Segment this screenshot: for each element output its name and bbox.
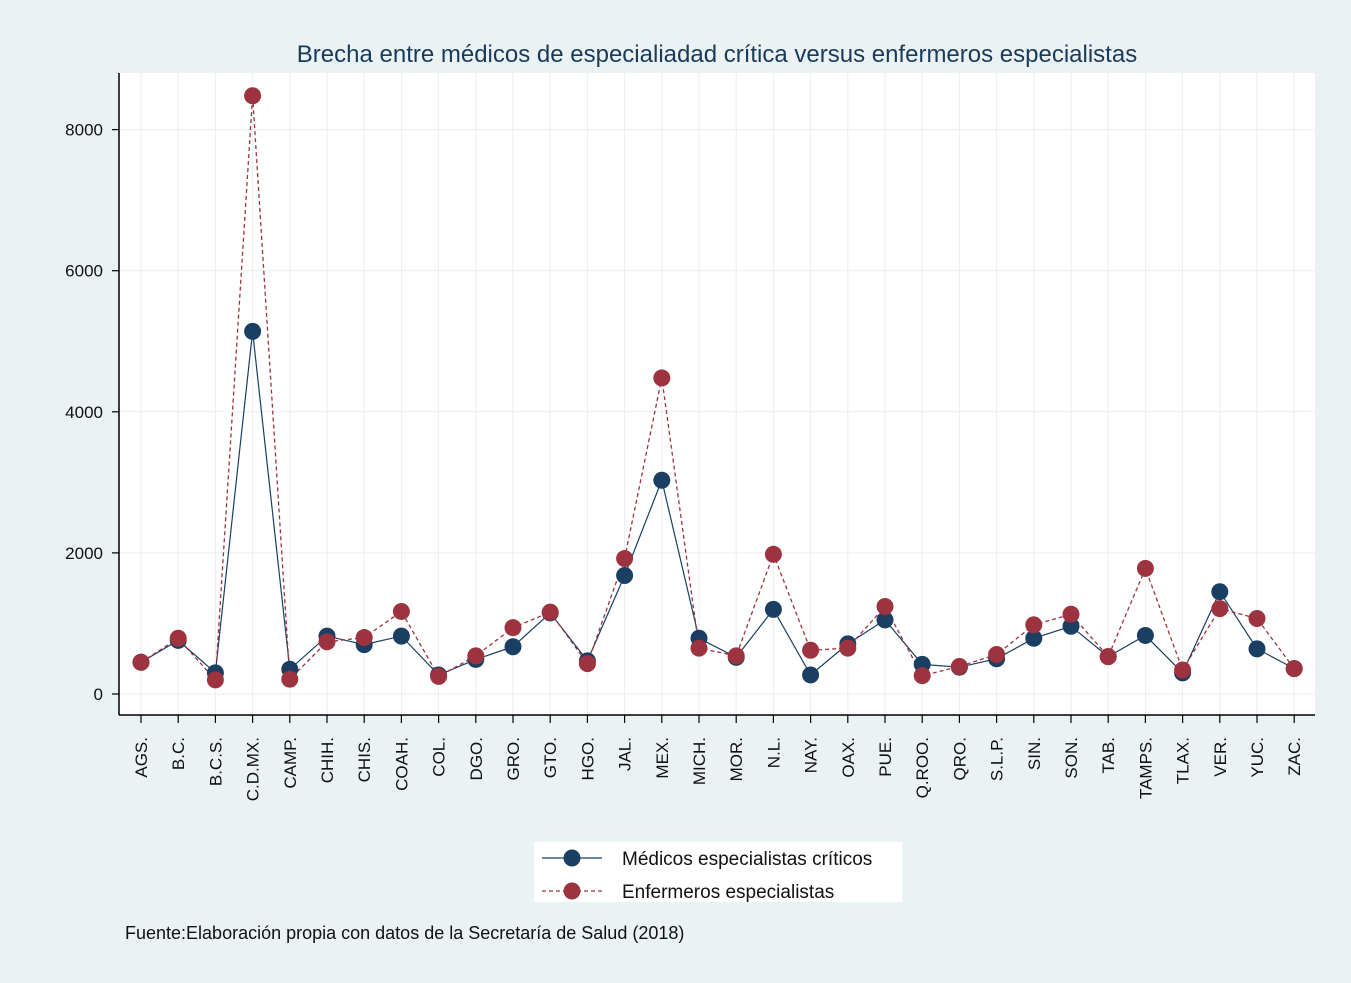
- data-point-1: [1211, 600, 1229, 618]
- x-tick-label: CHIS.: [355, 737, 374, 782]
- series-layer: [132, 87, 1303, 689]
- data-point-1: [1062, 605, 1080, 623]
- footnote: Fuente:Elaboración propia con datos de l…: [125, 923, 684, 943]
- x-tick-label: SIN.: [1025, 737, 1044, 770]
- data-point-1: [950, 657, 968, 675]
- x-tick-label: SON.: [1062, 737, 1081, 779]
- data-point-1: [392, 602, 410, 620]
- legend: Médicos especialistas críticos Enfermero…: [534, 842, 902, 903]
- x-tick-label: C.D.MX.: [244, 737, 263, 801]
- x-tick-label: GTO.: [541, 737, 560, 778]
- data-point-1: [1174, 661, 1192, 679]
- data-point-1: [1025, 616, 1043, 634]
- x-tick-label: N.L.: [764, 737, 783, 768]
- data-point-1: [244, 87, 262, 105]
- data-point-1: [541, 603, 559, 621]
- x-tick-label: B.C.S.: [206, 737, 225, 786]
- data-point-0: [1211, 583, 1229, 601]
- data-point-0: [616, 566, 634, 584]
- grid-layer: [119, 73, 1315, 715]
- x-tick-label: MEX.: [653, 737, 672, 779]
- data-point-0: [392, 627, 410, 645]
- legend-label-medicos: Médicos especialistas críticos: [622, 849, 872, 870]
- data-point-1: [690, 639, 708, 657]
- x-tick-label: OAX.: [839, 737, 858, 778]
- data-point-1: [653, 369, 671, 387]
- data-point-0: [1136, 626, 1154, 644]
- data-point-1: [839, 639, 857, 657]
- data-point-1: [355, 629, 373, 647]
- data-point-1: [616, 550, 634, 568]
- y-tick-label: 2000: [65, 544, 103, 563]
- x-tick-label: TAMPS.: [1136, 737, 1155, 799]
- x-tick-label: COAH.: [392, 737, 411, 791]
- axes-layer: 0 2000 4000 6000 8000 AGS. B.C. B.C.S. C.D.MX. CA…: [65, 73, 1315, 801]
- chart-title: Brecha entre médicos de especialiadad cr…: [297, 41, 1137, 68]
- y-tick-label: 8000: [65, 121, 103, 140]
- x-tick-label: S.L.P.: [988, 737, 1007, 781]
- data-point-1: [913, 667, 931, 685]
- data-point-0: [876, 611, 894, 629]
- data-point-1: [578, 655, 596, 673]
- x-tick-label: PUE.: [876, 737, 895, 777]
- x-tick-label: VER.: [1211, 737, 1230, 777]
- data-point-0: [653, 471, 671, 489]
- y-tick-label: 6000: [65, 262, 103, 281]
- y-tick-label: 4000: [65, 403, 103, 422]
- x-tick-label: COL.: [430, 737, 449, 777]
- legend-marker-enfermeros: [563, 882, 581, 900]
- legend-label-enfermeros: Enfermeros especialistas: [622, 882, 834, 903]
- data-point-1: [1136, 559, 1154, 577]
- data-point-1: [430, 667, 448, 685]
- x-tick-label: HGO.: [578, 737, 597, 780]
- data-point-1: [281, 670, 299, 688]
- series-line-1: [140, 95, 1295, 682]
- data-point-1: [727, 647, 745, 665]
- data-point-1: [1248, 610, 1266, 628]
- x-tick-label: NAY.: [802, 737, 821, 773]
- data-point-0: [764, 600, 782, 618]
- data-point-1: [504, 619, 522, 637]
- x-tick-label: ZAC.: [1285, 737, 1304, 776]
- data-point-0: [1248, 640, 1266, 658]
- data-point-0: [244, 322, 262, 340]
- x-tick-label: GRO.: [504, 737, 523, 780]
- x-tick-label: CAMP.: [281, 737, 300, 789]
- data-point-1: [169, 629, 187, 647]
- x-tick-label: DGO.: [467, 737, 486, 780]
- x-tick-label: AGS.: [132, 737, 151, 778]
- data-point-0: [1025, 629, 1043, 647]
- data-point-1: [318, 633, 336, 651]
- data-point-1: [764, 545, 782, 563]
- data-point-0: [802, 666, 820, 684]
- data-point-0: [1062, 617, 1080, 635]
- data-point-1: [467, 647, 485, 665]
- plot-area: [119, 73, 1315, 715]
- x-tick-label: YUC.: [1248, 737, 1267, 778]
- data-point-1: [1285, 660, 1303, 678]
- y-tick-label: 0: [94, 685, 103, 704]
- data-point-0: [504, 638, 522, 656]
- x-tick-label: B.C.: [169, 737, 188, 770]
- x-tick-label: MICH.: [690, 737, 709, 785]
- x-tick-label: CHIH.: [318, 737, 337, 783]
- x-tick-label: TLAX.: [1174, 737, 1193, 784]
- x-tick-label: TAB.: [1099, 737, 1118, 774]
- data-point-1: [206, 671, 224, 689]
- x-tick-label: Q.ROO.: [913, 737, 932, 798]
- data-point-1: [876, 598, 894, 616]
- legend-box: [534, 842, 902, 902]
- x-tick-label: QRO.: [950, 737, 969, 780]
- data-point-1: [802, 641, 820, 659]
- data-point-1: [1099, 648, 1117, 666]
- data-point-1: [988, 645, 1006, 663]
- x-tick-label: JAL.: [616, 737, 635, 771]
- legend-marker-medicos: [563, 849, 581, 867]
- data-point-1: [132, 653, 150, 671]
- x-tick-label: MOR.: [727, 737, 746, 781]
